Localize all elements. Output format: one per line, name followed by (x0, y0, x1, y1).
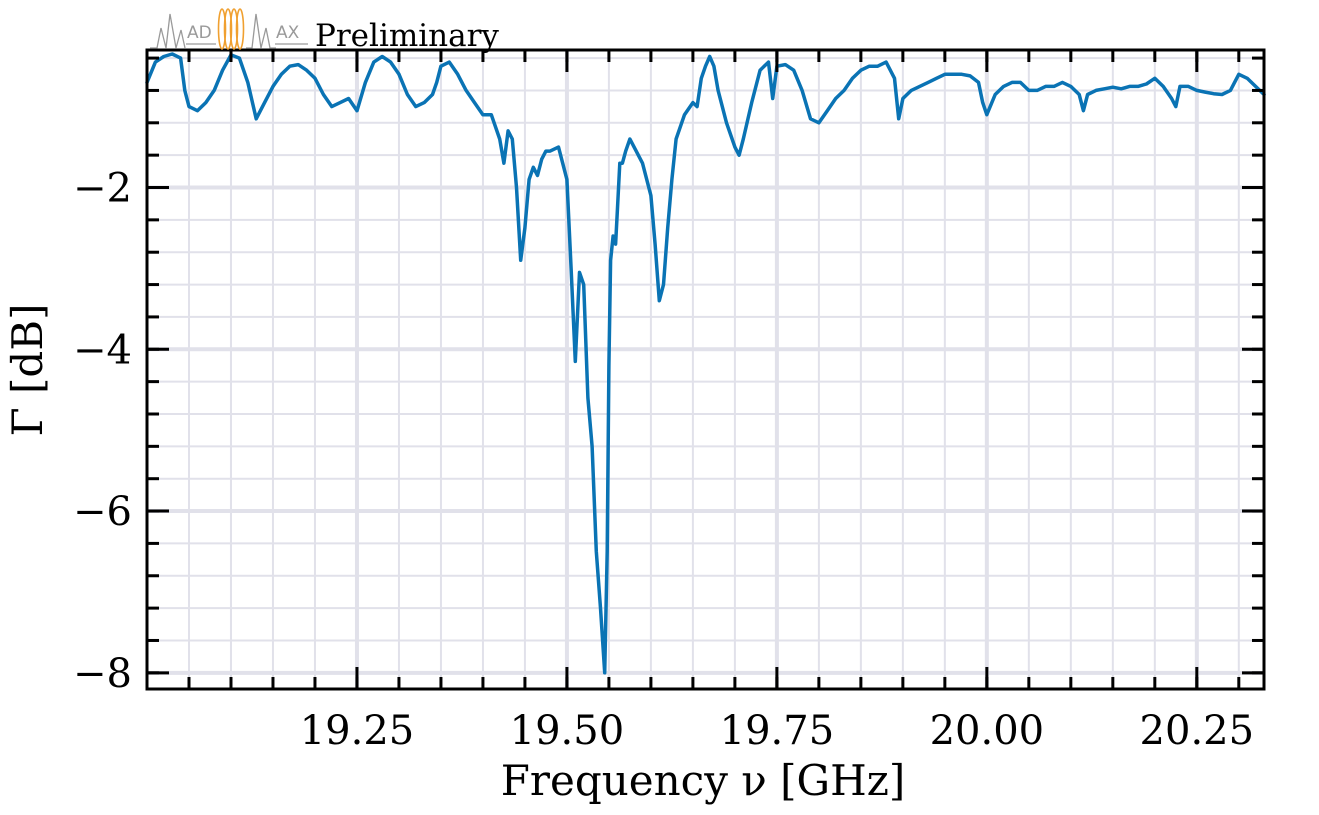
madmax-logo: AD AX (150, 8, 308, 50)
x-tick-label: 20.25 (1140, 708, 1255, 754)
x-tick-label: 19.50 (510, 708, 625, 754)
logo-coil-icon (217, 8, 245, 50)
grid-lines (147, 50, 1264, 689)
x-tick-label: 20.00 (930, 708, 1045, 754)
y-tick-label: −2 (73, 166, 132, 212)
x-axis-label: Frequency ν [GHz] (501, 756, 905, 805)
logo-wave-left-icon (150, 13, 186, 49)
x-tick-labels: 19.25 19.50 19.75 20.00 20.25 (300, 708, 1254, 754)
plot-frame (145, 48, 1266, 691)
logo-wave-right-icon (246, 13, 276, 49)
x-tick-label: 19.25 (300, 708, 415, 754)
y-tick-label: −6 (73, 489, 132, 535)
series-line (145, 52, 1266, 675)
preliminary-label: Preliminary (315, 18, 499, 54)
series-layer (145, 52, 1266, 675)
logo-text-right: AX (276, 23, 300, 43)
x-tick-label: 19.75 (720, 708, 835, 754)
y-axis-label: Γ [dB] (3, 303, 52, 436)
y-tick-label: −8 (73, 651, 132, 697)
logo-text-left: AD (187, 23, 212, 43)
y-tick-labels: −2 −4 −6 −8 (73, 166, 132, 697)
tick-marks (147, 50, 1264, 689)
y-tick-label: −4 (73, 327, 132, 373)
